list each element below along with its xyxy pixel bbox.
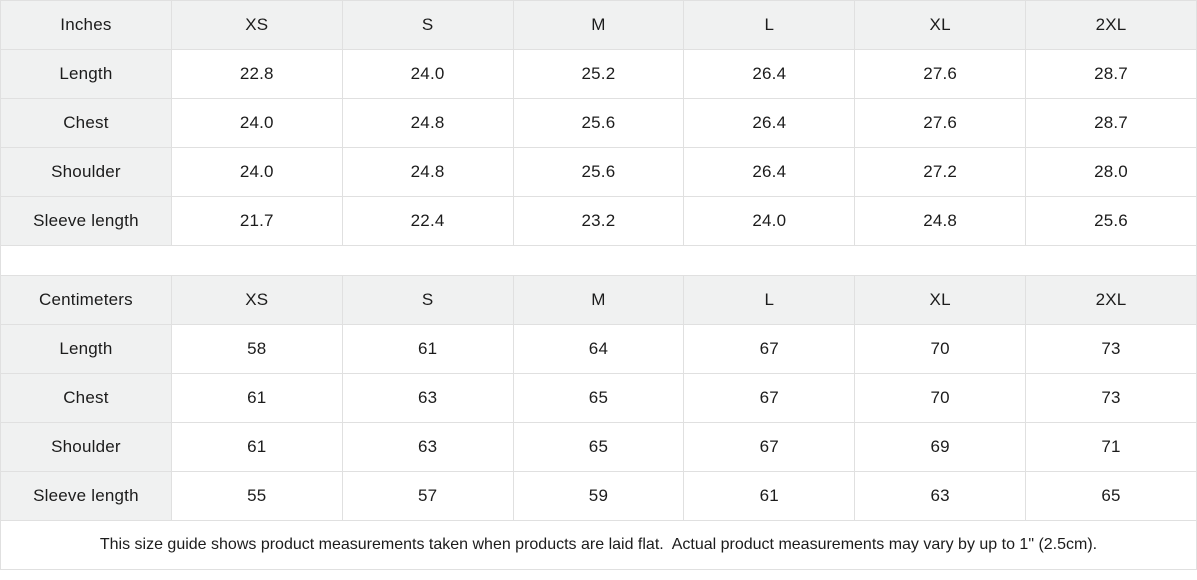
measurement-label-cell: Shoulder	[0, 147, 172, 197]
measurement-label-cell: Length	[0, 324, 172, 374]
measurement-value-cell: 55	[170, 471, 343, 521]
measurement-value-cell: 65	[1025, 471, 1197, 521]
measurement-value-cell: 71	[1025, 422, 1197, 472]
size-header-row: Centimeters XS S M L XL 2XL	[0, 275, 1197, 325]
size-header-cell: XL	[854, 0, 1027, 50]
measurement-row: Shoulder 24.0 24.8 25.6 26.4 27.2 28.0	[0, 147, 1197, 197]
measurement-value-cell: 65	[512, 422, 685, 472]
centimeters-size-table: Centimeters XS S M L XL 2XL Length 58 61 64 67 70 73 C…	[0, 275, 1197, 521]
measurement-value-cell: 63	[341, 373, 514, 423]
measurement-value-cell: 70	[854, 324, 1027, 374]
measurement-value-cell: 25.6	[512, 98, 685, 148]
measurement-value-cell: 28.7	[1025, 98, 1197, 148]
measurement-value-cell: 57	[341, 471, 514, 521]
size-header-cell: 2XL	[1025, 275, 1197, 325]
size-header-row: Inches XS S M L XL 2XL	[0, 0, 1197, 50]
size-header-cell: XL	[854, 275, 1027, 325]
measurement-value-cell: 61	[170, 373, 343, 423]
measurement-value-cell: 27.2	[854, 147, 1027, 197]
measurement-value-cell: 27.6	[854, 49, 1027, 99]
measurement-label-cell: Sleeve length	[0, 471, 172, 521]
measurement-value-cell: 26.4	[683, 147, 856, 197]
measurement-row: Chest 24.0 24.8 25.6 26.4 27.6 28.7	[0, 98, 1197, 148]
measurement-value-cell: 24.8	[854, 196, 1027, 246]
inches-size-table: Inches XS S M L XL 2XL Length 22.8 24.0 25.2 26.4 27…	[0, 0, 1197, 246]
measurement-value-cell: 21.7	[170, 196, 343, 246]
measurement-value-cell: 64	[512, 324, 685, 374]
measurement-value-cell: 24.0	[170, 147, 343, 197]
measurement-value-cell: 59	[512, 471, 685, 521]
size-header-cell: S	[341, 0, 514, 50]
measurement-value-cell: 22.8	[170, 49, 343, 99]
measurement-value-cell: 24.8	[341, 147, 514, 197]
measurement-value-cell: 67	[683, 373, 856, 423]
measurement-row: Length 22.8 24.0 25.2 26.4 27.6 28.7	[0, 49, 1197, 99]
measurement-value-cell: 67	[683, 422, 856, 472]
measurement-value-cell: 63	[854, 471, 1027, 521]
measurement-label-cell: Sleeve length	[0, 196, 172, 246]
measurement-value-cell: 61	[683, 471, 856, 521]
unit-header-cell: Inches	[0, 0, 172, 50]
size-header-cell: L	[683, 0, 856, 50]
measurement-row: Length 58 61 64 67 70 73	[0, 324, 1197, 374]
measurement-label-cell: Length	[0, 49, 172, 99]
measurement-value-cell: 24.0	[683, 196, 856, 246]
size-header-cell: XS	[170, 0, 343, 50]
measurement-row: Sleeve length 55 57 59 61 63 65	[0, 471, 1197, 521]
unit-header-cell: Centimeters	[0, 275, 172, 325]
measurement-value-cell: 25.2	[512, 49, 685, 99]
measurement-label-cell: Chest	[0, 98, 172, 148]
measurement-value-cell: 27.6	[854, 98, 1027, 148]
size-guide-note: This size guide shows product measuremen…	[0, 521, 1197, 570]
measurement-value-cell: 25.6	[512, 147, 685, 197]
measurement-value-cell: 26.4	[683, 49, 856, 99]
measurement-value-cell: 63	[341, 422, 514, 472]
measurement-value-cell: 61	[341, 324, 514, 374]
measurement-value-cell: 28.7	[1025, 49, 1197, 99]
measurement-value-cell: 69	[854, 422, 1027, 472]
measurement-value-cell: 28.0	[1025, 147, 1197, 197]
measurement-label-cell: Chest	[0, 373, 172, 423]
measurement-value-cell: 67	[683, 324, 856, 374]
measurement-value-cell: 24.0	[341, 49, 514, 99]
size-header-cell: M	[512, 0, 685, 50]
measurement-value-cell: 25.6	[1025, 196, 1197, 246]
measurement-value-cell: 22.4	[341, 196, 514, 246]
size-header-cell: M	[512, 275, 685, 325]
size-header-cell: XS	[170, 275, 343, 325]
measurement-row: Sleeve length 21.7 22.4 23.2 24.0 24.8 25.6	[0, 196, 1197, 246]
table-spacer	[0, 246, 1197, 275]
measurement-label-cell: Shoulder	[0, 422, 172, 472]
measurement-value-cell: 70	[854, 373, 1027, 423]
measurement-value-cell: 73	[1025, 373, 1197, 423]
measurement-value-cell: 24.0	[170, 98, 343, 148]
measurement-value-cell: 26.4	[683, 98, 856, 148]
measurement-value-cell: 73	[1025, 324, 1197, 374]
measurement-value-cell: 23.2	[512, 196, 685, 246]
measurement-value-cell: 24.8	[341, 98, 514, 148]
measurement-row: Shoulder 61 63 65 67 69 71	[0, 422, 1197, 472]
measurement-value-cell: 58	[170, 324, 343, 374]
measurement-row: Chest 61 63 65 67 70 73	[0, 373, 1197, 423]
size-header-cell: L	[683, 275, 856, 325]
size-header-cell: S	[341, 275, 514, 325]
measurement-value-cell: 65	[512, 373, 685, 423]
size-header-cell: 2XL	[1025, 0, 1197, 50]
measurement-value-cell: 61	[170, 422, 343, 472]
